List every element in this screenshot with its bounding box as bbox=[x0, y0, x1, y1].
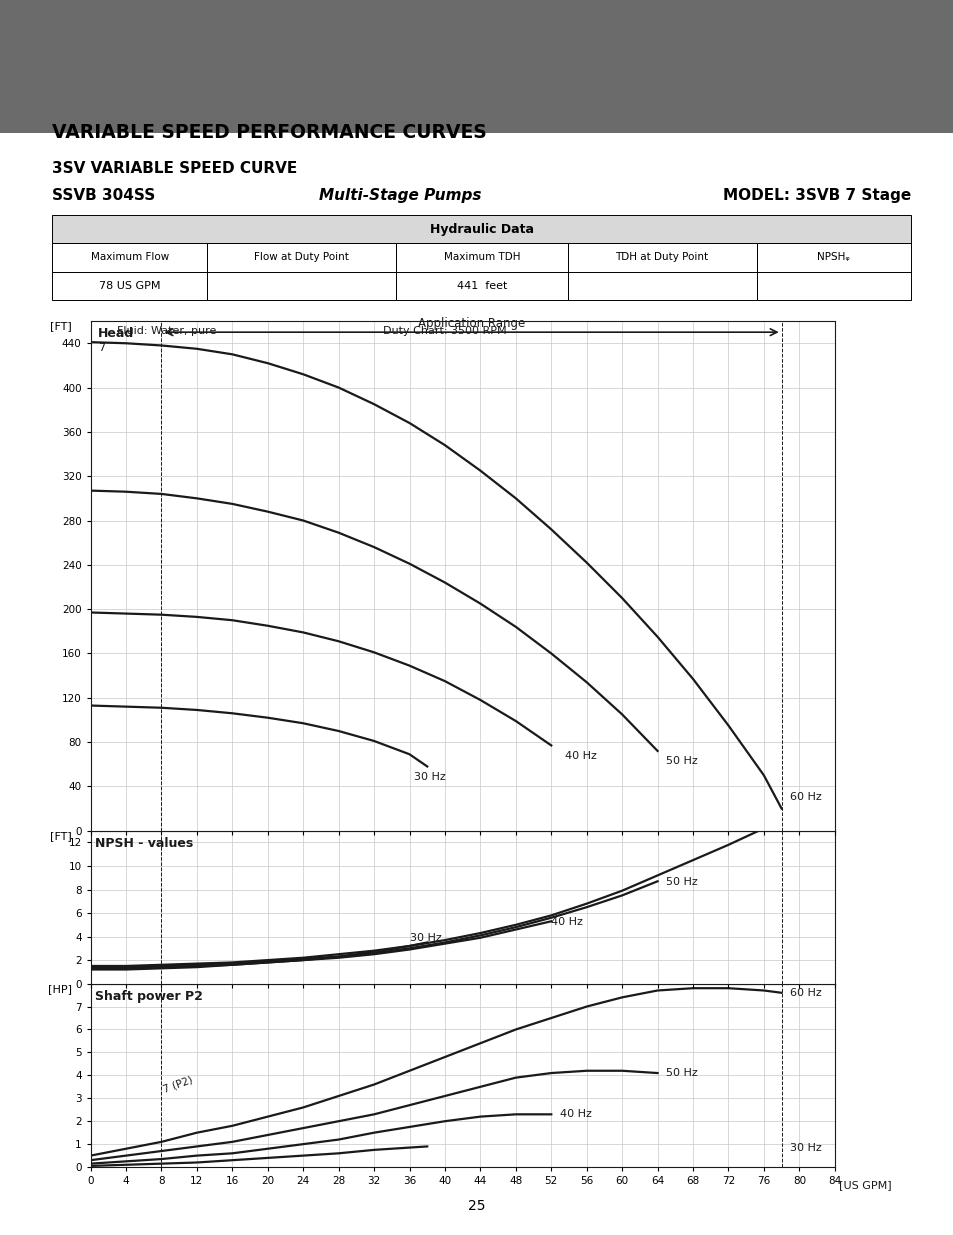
Text: Shaft power P2: Shaft power P2 bbox=[95, 990, 203, 1004]
Text: [FT]: [FT] bbox=[51, 321, 72, 331]
Text: Flow at Duty Point: Flow at Duty Point bbox=[253, 252, 349, 263]
Text: [FT]: [FT] bbox=[51, 831, 72, 841]
Text: 50 Hz: 50 Hz bbox=[666, 877, 698, 887]
Text: 30 Hz: 30 Hz bbox=[414, 772, 445, 782]
Text: 40 Hz: 40 Hz bbox=[551, 916, 582, 926]
Text: Hydraulic Data: Hydraulic Data bbox=[429, 222, 534, 236]
Text: 50 Hz: 50 Hz bbox=[666, 756, 698, 766]
Text: NPSH - values: NPSH - values bbox=[95, 836, 193, 850]
Text: 60 Hz: 60 Hz bbox=[790, 988, 821, 998]
Text: 50 Hz: 50 Hz bbox=[666, 1068, 698, 1078]
Text: [US GPM]: [US GPM] bbox=[839, 1179, 891, 1189]
Text: Application Range: Application Range bbox=[417, 317, 524, 330]
Text: SSVB 304SS: SSVB 304SS bbox=[52, 188, 155, 203]
Text: 78 US GPM: 78 US GPM bbox=[99, 280, 160, 291]
Text: VARIABLE SPEED PERFORMANCE CURVES: VARIABLE SPEED PERFORMANCE CURVES bbox=[52, 124, 487, 142]
Text: MODEL: 3SVB 7 Stage: MODEL: 3SVB 7 Stage bbox=[722, 188, 910, 203]
Text: 441  feet: 441 feet bbox=[456, 280, 506, 291]
Text: 30 Hz: 30 Hz bbox=[409, 932, 441, 942]
Text: NPSHᵩ: NPSHᵩ bbox=[817, 252, 849, 263]
Text: 30 Hz: 30 Hz bbox=[790, 1142, 821, 1152]
Text: 7 (P2): 7 (P2) bbox=[161, 1074, 193, 1094]
Text: Head: Head bbox=[97, 326, 133, 340]
Text: 3SV VARIABLE SPEED CURVE: 3SV VARIABLE SPEED CURVE bbox=[52, 161, 297, 175]
Text: Multi-Stage Pumps: Multi-Stage Pumps bbox=[319, 188, 481, 203]
Text: 40 Hz: 40 Hz bbox=[564, 751, 596, 761]
Text: TDH at Duty Point: TDH at Duty Point bbox=[615, 252, 708, 263]
Text: Maximum Flow: Maximum Flow bbox=[91, 252, 169, 263]
Text: 25: 25 bbox=[468, 1199, 485, 1213]
Text: Fluid: Water, pure: Fluid: Water, pure bbox=[117, 326, 216, 336]
Text: 40 Hz: 40 Hz bbox=[559, 1109, 592, 1119]
Text: 60 Hz: 60 Hz bbox=[790, 808, 821, 818]
Text: Duty Chart: 3500 RPM: Duty Chart: 3500 RPM bbox=[382, 326, 506, 336]
Text: 7: 7 bbox=[97, 343, 105, 353]
Text: [HP]: [HP] bbox=[48, 983, 72, 994]
Text: 60 Hz: 60 Hz bbox=[790, 792, 821, 802]
Text: Maximum TDH: Maximum TDH bbox=[443, 252, 519, 263]
